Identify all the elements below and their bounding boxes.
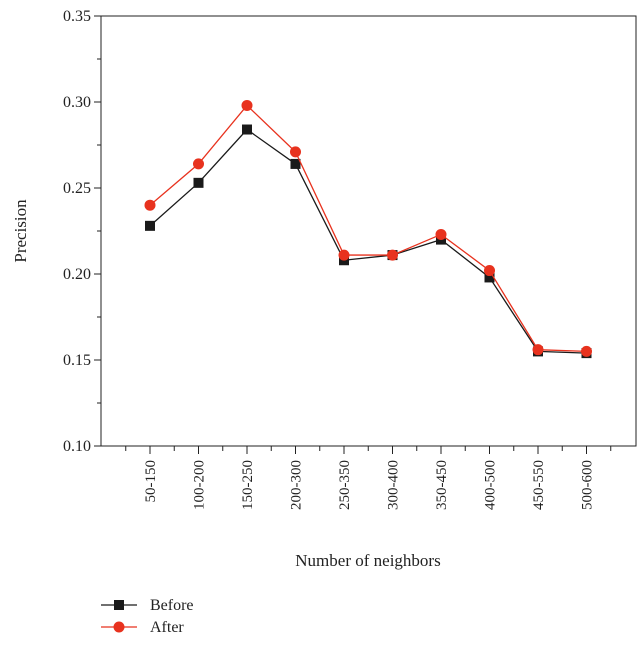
x-tick-label: 400-500 [483, 460, 499, 510]
legend-label-before: Before [150, 597, 194, 614]
x-tick-label: 350-450 [434, 460, 450, 510]
legend-marker-after [113, 621, 125, 633]
x-tick-label: 300-400 [386, 460, 402, 510]
data-point-after [532, 344, 544, 356]
data-point-after [484, 265, 495, 277]
data-point-before [242, 124, 252, 135]
plot-frame [100, 15, 637, 447]
data-point-before [290, 158, 301, 169]
data-point-after [387, 249, 398, 261]
x-tick-label: 500-600 [580, 460, 596, 510]
data-point-before [145, 220, 155, 231]
series-before [145, 124, 592, 359]
legend: Before After [101, 597, 194, 636]
x-tick-label: 250-350 [337, 460, 353, 510]
y-tick-label: 0.20 [63, 266, 91, 283]
y-tick-label: 0.35 [63, 8, 91, 25]
series-line-before [149, 128, 587, 354]
x-axis-ticks: 50-150 100-200 150-250 200-300 250-350 300-40… [125, 446, 612, 510]
y-tick-label: 0.15 [63, 352, 91, 369]
series-after [144, 99, 592, 357]
legend-label-after: After [150, 619, 184, 636]
data-point-after [338, 249, 350, 261]
data-point-after [241, 99, 253, 111]
data-point-after [435, 228, 447, 240]
x-axis-label: Number of neighbors [295, 551, 440, 570]
series-layer [144, 99, 592, 359]
data-point-before [484, 272, 495, 283]
series-line-after [149, 104, 587, 353]
x-tick-label: 50-150 [143, 460, 159, 503]
x-tick-label: 450-550 [531, 460, 547, 510]
data-point-after [581, 345, 592, 357]
y-axis-ticks: 0.10 0.15 0.20 0.25 0.30 0.35 [63, 8, 101, 455]
x-tick-label: 200-300 [289, 460, 305, 510]
legend-item-after: After [101, 619, 184, 636]
y-tick-label: 0.30 [63, 94, 91, 111]
legend-marker-before [114, 600, 124, 610]
legend-item-before: Before [101, 597, 194, 614]
data-point-after [193, 158, 204, 170]
axes [100, 15, 637, 447]
data-point-after [290, 146, 301, 158]
data-point-before [193, 177, 204, 188]
data-point-after [144, 199, 156, 211]
x-tick-label: 100-200 [192, 460, 208, 510]
x-tick-label: 150-250 [240, 460, 256, 510]
y-tick-label: 0.25 [63, 180, 91, 197]
y-tick-label: 0.10 [63, 438, 91, 455]
y-axis-label: Precision [11, 199, 30, 263]
